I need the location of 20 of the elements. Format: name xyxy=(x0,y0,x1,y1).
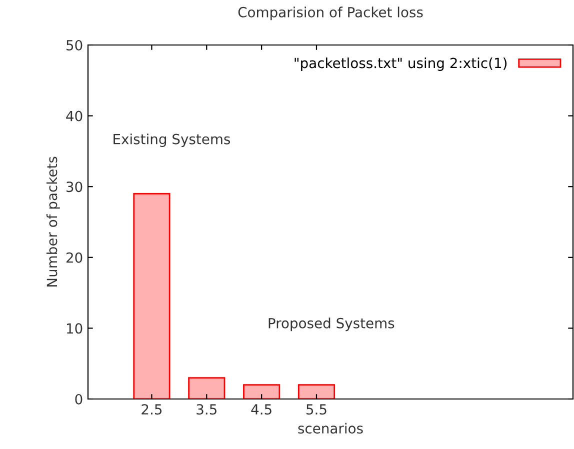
bar xyxy=(133,192,170,399)
y-axis-title: Number of packets xyxy=(46,156,60,287)
annotation: Existing Systems xyxy=(114,134,230,148)
y-tick-label: 10 xyxy=(66,323,82,334)
y-tick-label: 30 xyxy=(66,182,82,192)
x-tick-label: 2.5 xyxy=(142,404,162,415)
annotation: Proposed Systems xyxy=(268,318,394,332)
bar xyxy=(243,384,280,399)
y-tick-label: 50 xyxy=(66,40,82,50)
chart-title: Comparision of Packet loss xyxy=(238,6,423,20)
x-tick-label: 5.5 xyxy=(306,404,326,415)
y-tick-label: 20 xyxy=(66,252,82,263)
bar xyxy=(298,384,336,399)
legend-label: "packetloss.txt" using 2:xtic(1) xyxy=(294,58,507,71)
x-tick-label: 3.5 xyxy=(196,404,216,415)
bar xyxy=(188,377,226,399)
x-tick-label: 4.5 xyxy=(251,404,272,415)
y-tick-label: 0 xyxy=(75,394,82,404)
y-tick-label: 40 xyxy=(66,110,82,122)
x-axis-title: scenarios xyxy=(298,422,363,434)
